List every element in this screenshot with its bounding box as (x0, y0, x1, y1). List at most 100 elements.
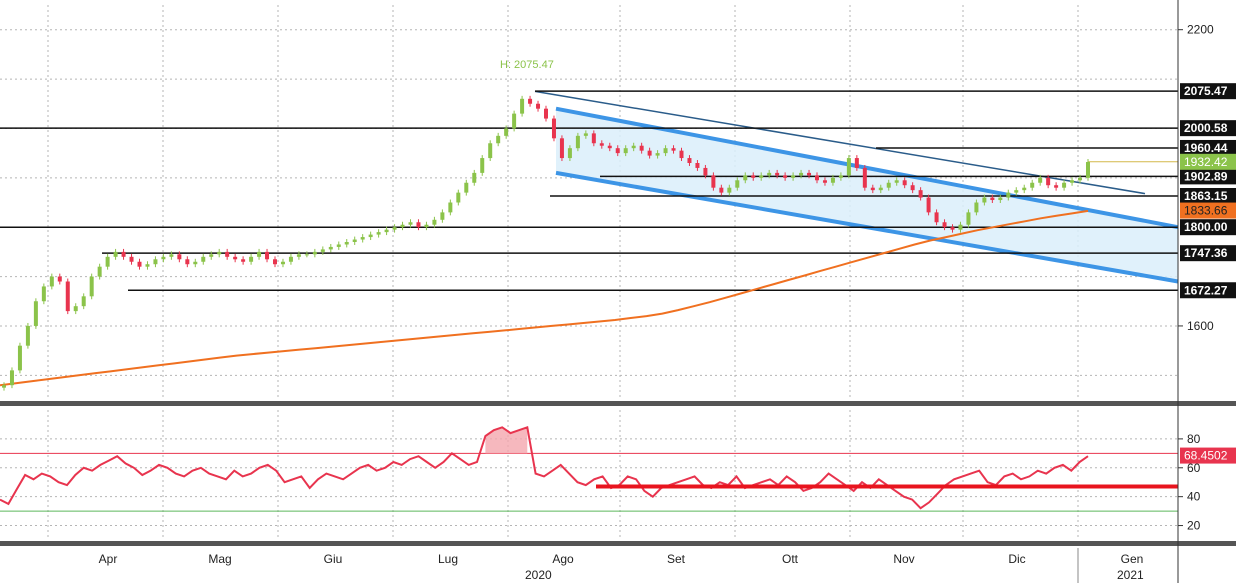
x-tick-label: Ago (552, 552, 574, 566)
y-tick-label: 80 (1187, 432, 1201, 446)
candle (990, 194, 995, 203)
level-label: 1800.00 (1184, 220, 1228, 234)
candle-body (57, 276, 62, 282)
candle (177, 251, 182, 263)
candle (384, 226, 389, 236)
candle (81, 293, 86, 310)
candle-body (1014, 190, 1019, 193)
candle-body (575, 135, 580, 149)
candle (647, 147, 652, 159)
candle (1086, 159, 1090, 181)
candle-body (360, 237, 365, 240)
candle (225, 248, 230, 260)
x-tick-label: Apr (99, 552, 118, 566)
candle-body (400, 224, 405, 228)
candle (735, 177, 740, 191)
candle-body (958, 224, 963, 230)
candle-body (591, 133, 596, 144)
candle-body (735, 180, 740, 188)
x-tick-label: Nov (893, 552, 914, 566)
candle-body (408, 222, 413, 225)
year-label-2020: 2020 (525, 568, 552, 582)
level-label: 1672.27 (1184, 283, 1228, 297)
ma-label: 1833.66 (1184, 204, 1228, 218)
candle-body (129, 256, 134, 262)
candle-body (273, 259, 277, 265)
candle (448, 199, 453, 216)
candle-body (846, 158, 851, 176)
rsi-label-bg (1180, 447, 1236, 464)
level-label: 1902.89 (1184, 169, 1228, 183)
candle-body (1046, 177, 1051, 186)
candle-body (33, 301, 38, 326)
candle (480, 155, 485, 176)
candle-body (81, 296, 86, 307)
candle-body (559, 138, 564, 159)
candle-body (312, 251, 317, 255)
candle-body (679, 150, 684, 159)
high-annotation: H: 2075.47 (500, 59, 554, 71)
candle-body (280, 261, 285, 265)
candle (679, 147, 684, 162)
candle (822, 177, 827, 186)
candle-body (201, 256, 206, 262)
candle (815, 172, 819, 184)
candle (169, 251, 174, 260)
y-tick-label: 60 (1187, 461, 1201, 475)
panel-separator (0, 401, 1236, 406)
candle-body (376, 232, 381, 235)
last-price-label: 1932.42 (1184, 155, 1228, 169)
candle (1046, 174, 1051, 189)
candle-body (647, 150, 652, 156)
candle (767, 169, 772, 179)
candle (910, 182, 915, 194)
level-label-bg (1180, 245, 1236, 262)
candle-body (249, 256, 254, 262)
candle-body (791, 175, 796, 178)
candle (631, 142, 636, 152)
candle (862, 164, 867, 191)
candle-body (1086, 162, 1090, 178)
x-tick-label: Gen (1121, 552, 1144, 566)
candle-body (528, 98, 533, 104)
candle (472, 169, 477, 186)
candle (392, 224, 397, 233)
candle (567, 145, 572, 162)
candle (926, 194, 931, 216)
candle (201, 253, 206, 265)
candle-body (711, 175, 716, 188)
level-label-bg (1180, 219, 1236, 236)
candle (408, 219, 413, 228)
candle (942, 219, 947, 231)
candle (743, 172, 748, 184)
candle (1006, 189, 1011, 201)
candle-body (73, 306, 78, 312)
candle (727, 184, 732, 196)
candle (575, 132, 580, 152)
candle-body (1078, 177, 1083, 181)
candle (25, 322, 30, 349)
candle (265, 248, 270, 263)
candle-body (719, 187, 724, 193)
candle-body (177, 254, 182, 260)
year-label-2021: 2021 (1117, 568, 1144, 582)
candle (416, 219, 421, 231)
moving-average-line (0, 209, 1089, 387)
candle-body (830, 177, 835, 183)
level-label: 1960.44 (1184, 141, 1228, 155)
candle (233, 253, 238, 263)
candle (424, 221, 429, 231)
candle-body (209, 254, 214, 257)
candle (137, 258, 142, 270)
candle (846, 155, 851, 179)
candle-body (2, 385, 6, 388)
candle (886, 179, 891, 191)
candle (799, 169, 804, 179)
candle (249, 253, 254, 265)
candle-body (9, 370, 14, 386)
candle-body (934, 212, 939, 223)
candle (89, 273, 94, 300)
candle (336, 241, 341, 250)
